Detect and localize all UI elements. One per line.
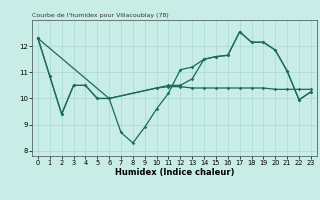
X-axis label: Humidex (Indice chaleur): Humidex (Indice chaleur) — [115, 168, 234, 177]
Text: Courbe de l'humidex pour Villacoublay (78): Courbe de l'humidex pour Villacoublay (7… — [32, 13, 169, 18]
